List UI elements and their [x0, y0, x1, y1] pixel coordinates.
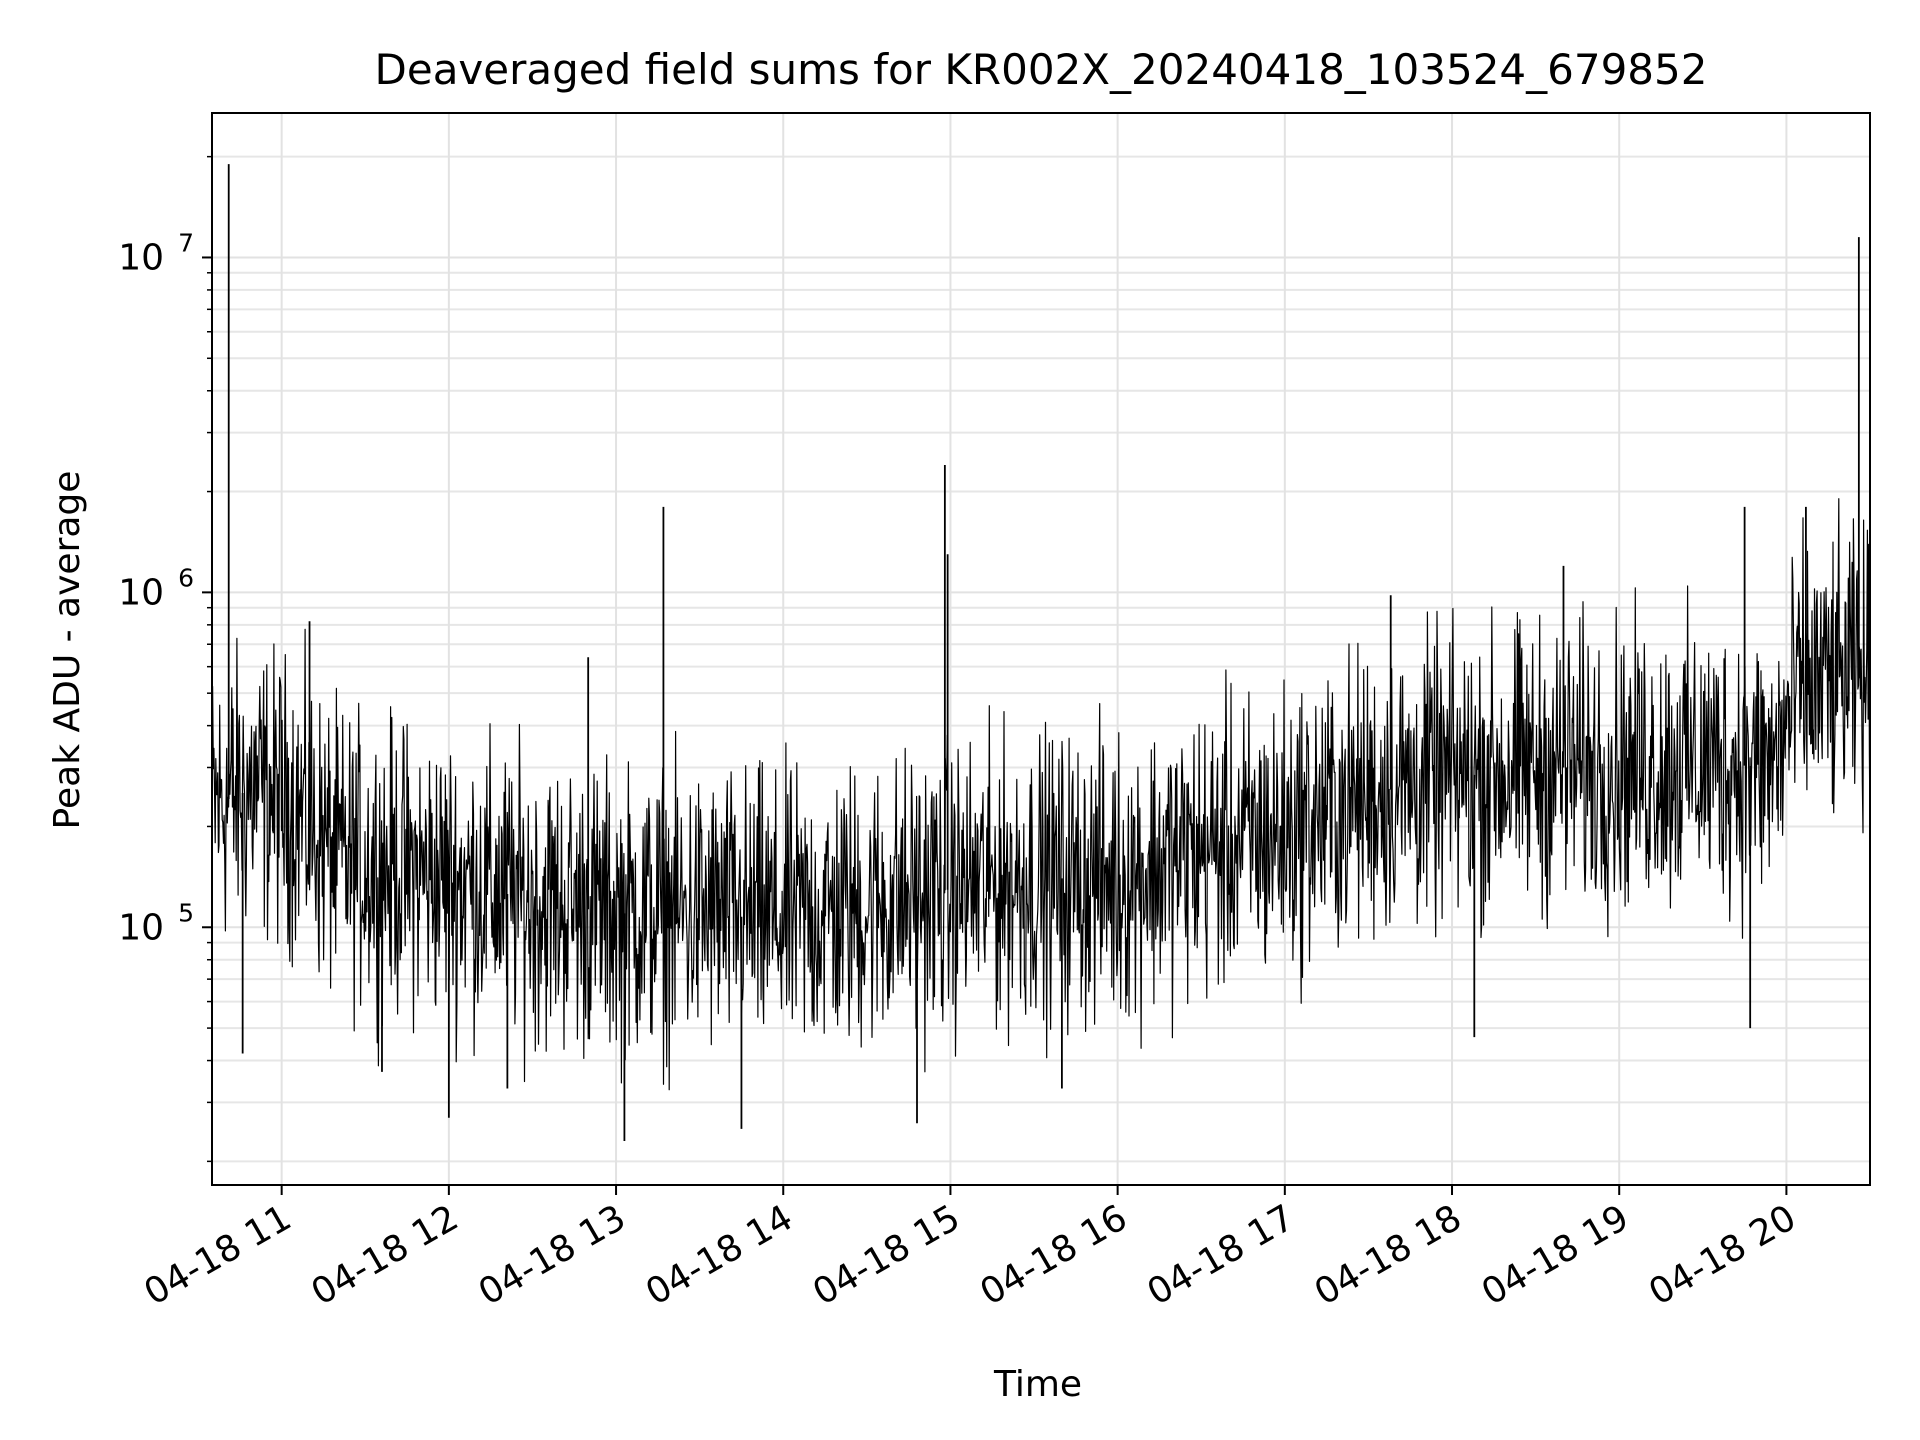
y-tick-label: 10	[118, 572, 164, 613]
y-tick-exponent: 5	[178, 898, 194, 927]
y-axis-label: Peak ADU - average	[47, 471, 88, 830]
y-tick-exponent: 7	[178, 228, 194, 257]
y-tick-label: 10	[118, 907, 164, 948]
y-tick-label: 10	[118, 237, 164, 278]
series-line	[211, 498, 1871, 1091]
chart-title: Deaveraged field sums for KR002X_2024041…	[375, 45, 1708, 94]
plot-frame	[211, 112, 1871, 1186]
y-tick-exponent: 6	[178, 563, 194, 592]
data-series	[211, 164, 1871, 1142]
x-axis-label: Time	[993, 1364, 1082, 1405]
